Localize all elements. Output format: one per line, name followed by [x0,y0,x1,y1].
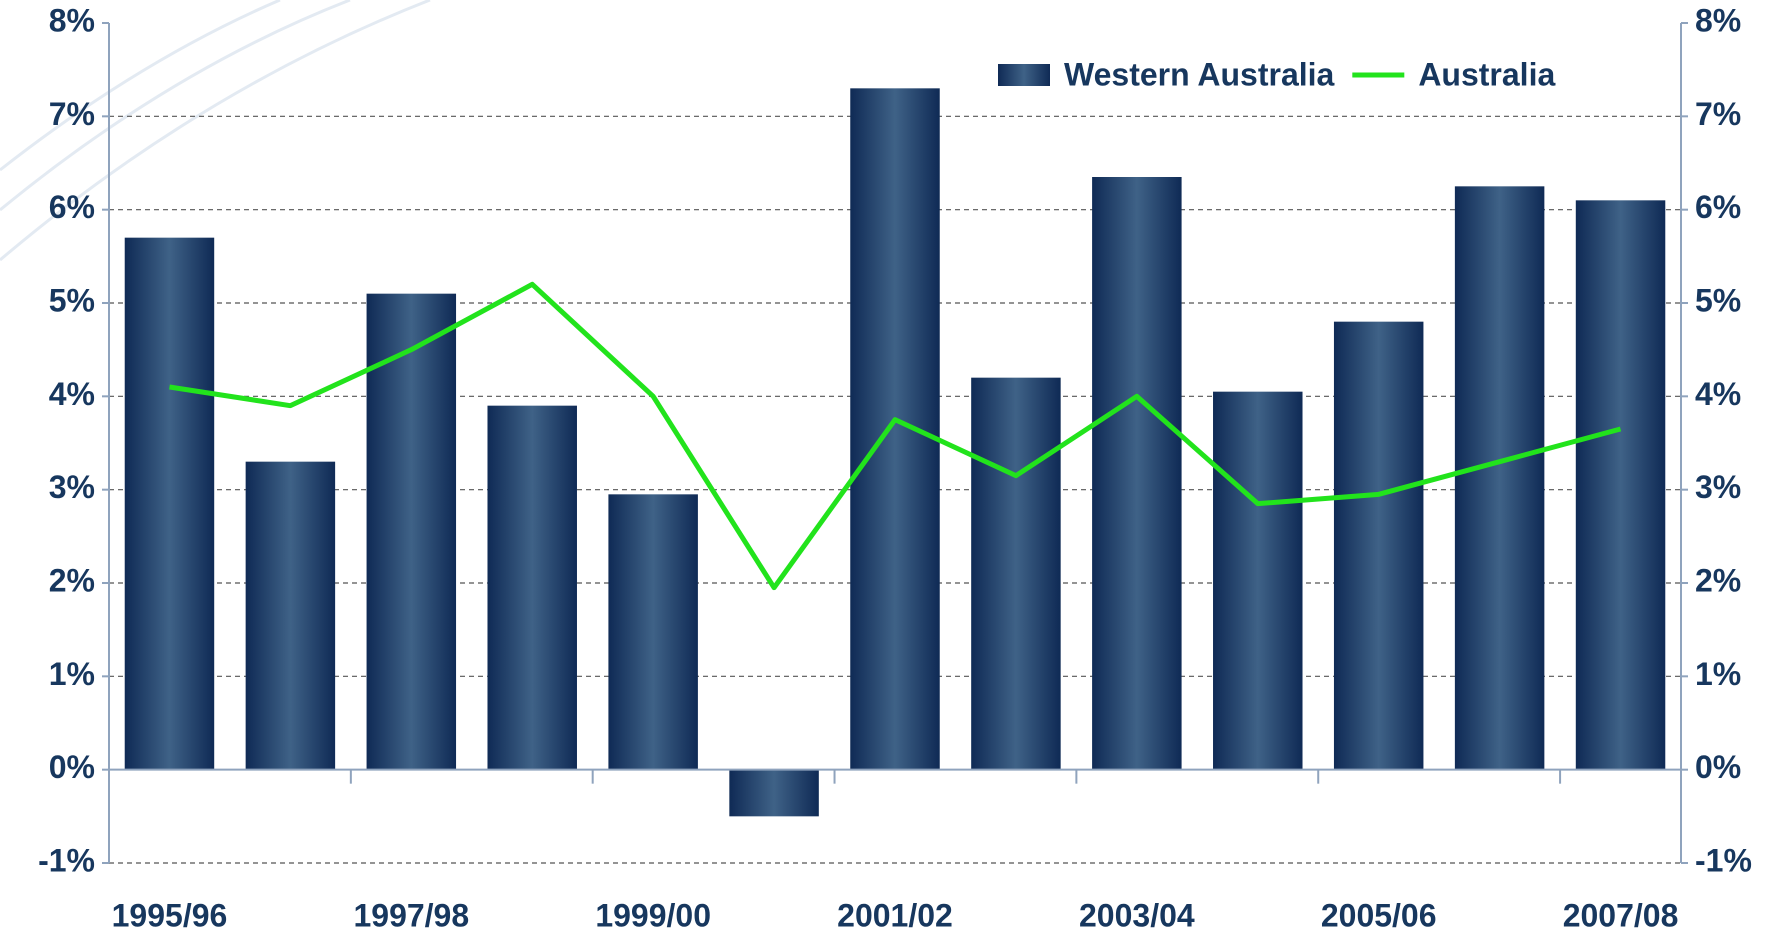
x-tick-label: 1999/00 [595,897,711,933]
y-tick-label: 5% [49,282,95,318]
y-tick-label: 3% [49,469,95,505]
y2-tick-label: 6% [1695,189,1741,225]
y-tick-label: 0% [49,749,95,785]
y-tick-label: 8% [49,2,95,38]
bar [366,293,457,770]
bar [487,405,577,770]
bar [971,377,1061,770]
bar [729,769,819,817]
y-tick-label: 2% [49,562,95,598]
y-tick-label: 1% [49,656,95,692]
y-tick-label: 4% [49,376,95,412]
x-tick-label: 2005/06 [1321,897,1437,933]
bar [850,88,940,770]
y2-tick-label: -1% [1695,842,1752,878]
bar [245,461,336,770]
y2-tick-label: 3% [1695,469,1741,505]
x-tick-label: 2003/04 [1079,897,1195,933]
y2-tick-label: 4% [1695,376,1741,412]
bar [1575,200,1666,770]
bar [1454,186,1545,770]
y2-tick-label: 2% [1695,562,1741,598]
y-tick-label: 7% [49,96,95,132]
y2-tick-label: 0% [1695,749,1741,785]
y2-tick-label: 5% [1695,282,1741,318]
x-tick-label: 2001/02 [837,897,953,933]
y-tick-label: 6% [49,189,95,225]
bar [608,494,698,770]
bar [1213,391,1303,770]
legend-label: Australia [1418,56,1555,92]
x-tick-label: 1997/98 [353,897,469,933]
background-swoosh [0,0,431,262]
y-tick-label: -1% [38,842,95,878]
bar [124,237,215,770]
x-tick-label: 2007/08 [1563,897,1679,933]
y2-tick-label: 7% [1695,96,1741,132]
legend-label: Western Australia [1064,56,1335,92]
legend-swatch [998,64,1050,86]
x-tick-label: 1995/96 [112,897,228,933]
bar [1333,321,1424,770]
line [169,281,1622,591]
y2-tick-label: 1% [1695,656,1741,692]
bar [1092,177,1182,770]
y2-tick-label: 8% [1695,2,1741,38]
